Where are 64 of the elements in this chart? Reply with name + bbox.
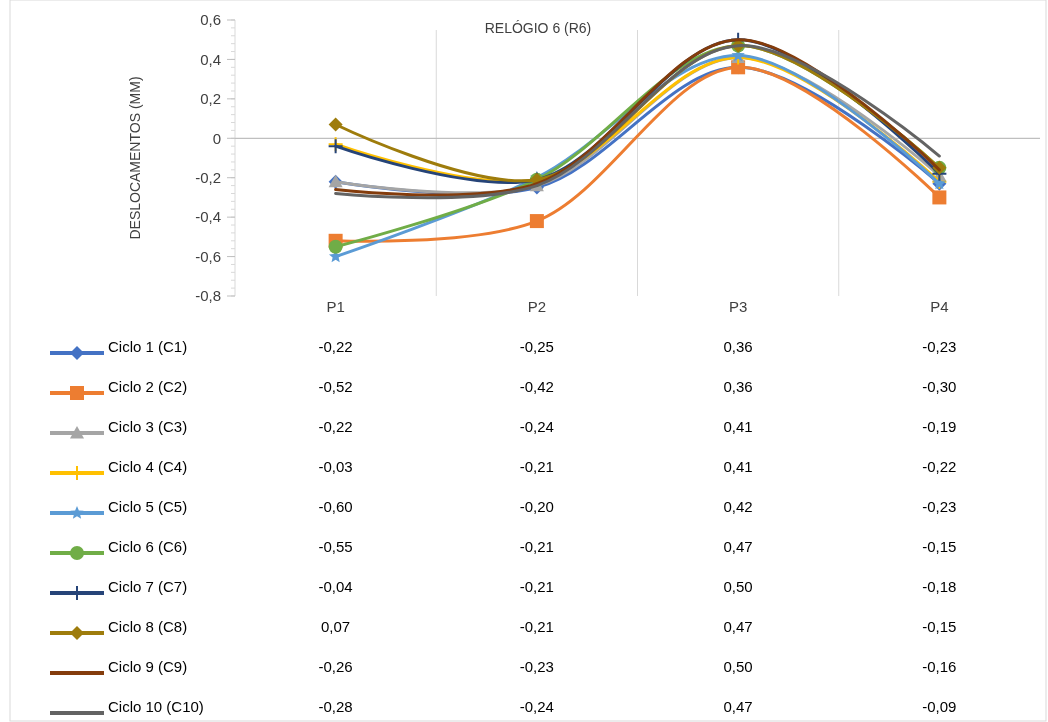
y-axis-title: DESLOCAMENTOS (MM) (127, 76, 143, 240)
x-tick-label: P2 (527, 298, 547, 315)
data-label: -0,23 (922, 338, 957, 356)
chart-title: RELÓGIO 6 (R6) (484, 20, 592, 36)
data-label: -0,24 (519, 698, 554, 716)
legend-label: Ciclo 6 (C6) (108, 538, 188, 556)
data-label: 0,41 (723, 458, 753, 476)
x-tick-label: P3 (728, 298, 748, 315)
data-label: -0,21 (519, 538, 554, 556)
legend-label: Ciclo 2 (C2) (108, 378, 188, 396)
data-label: -0,22 (922, 458, 957, 476)
data-label: 0,36 (723, 338, 753, 356)
data-label: 0,42 (723, 498, 753, 516)
y-tick-label: -0,8 (195, 287, 221, 305)
data-label: -0,52 (318, 378, 353, 396)
data-label: -0,20 (519, 498, 554, 516)
data-label: 0,50 (723, 658, 753, 676)
y-tick-label: -0,6 (195, 247, 221, 265)
data-label: -0,28 (318, 698, 353, 716)
data-label: 0,36 (723, 378, 753, 396)
data-label: -0,21 (519, 458, 554, 476)
legend-label: Ciclo 4 (C4) (108, 458, 188, 476)
legend-label: Ciclo 10 (C10) (108, 698, 204, 716)
legend-label: Ciclo 9 (C9) (108, 658, 188, 676)
data-label: -0,23 (519, 658, 554, 676)
data-label: -0,60 (318, 498, 353, 516)
y-tick-label: -0,2 (195, 168, 221, 186)
data-label: -0,55 (318, 538, 353, 556)
data-label: -0,25 (519, 338, 554, 356)
x-tick-label: P1 (326, 298, 345, 315)
x-tick-label: P4 (930, 298, 949, 315)
y-tick-label: -0,4 (195, 208, 221, 226)
y-tick-label: 0,6 (200, 11, 221, 29)
data-label: -0,23 (922, 498, 957, 516)
data-label: -0,21 (519, 578, 554, 596)
data-label: 0,47 (723, 618, 753, 636)
data-label: -0,42 (519, 378, 554, 396)
data-label: -0,18 (922, 578, 957, 596)
data-label: 0,47 (723, 538, 753, 556)
data-label: -0,19 (922, 418, 957, 436)
y-tick-label: 0,4 (200, 50, 221, 68)
legend-label: Ciclo 3 (C3) (108, 418, 188, 436)
legend-label: Ciclo 8 (C8) (108, 618, 188, 636)
data-label: -0,16 (922, 658, 957, 676)
data-label: -0,03 (318, 458, 353, 476)
legend-label: Ciclo 5 (C5) (108, 498, 188, 516)
legend-label: Ciclo 7 (C7) (108, 578, 188, 596)
data-label: -0,04 (318, 578, 353, 596)
data-label: -0,09 (922, 698, 957, 716)
data-label: -0,24 (519, 418, 554, 436)
data-label: -0,22 (318, 338, 353, 356)
data-label: -0,26 (318, 658, 353, 676)
data-label: -0,15 (922, 618, 957, 636)
data-label: 0,50 (723, 578, 753, 596)
data-label: 0,07 (321, 618, 351, 636)
y-tick-label: 0 (212, 129, 221, 147)
data-label: -0,15 (922, 538, 957, 556)
data-label: -0,30 (922, 378, 957, 396)
data-label: 0,41 (723, 418, 753, 436)
data-label: -0,22 (318, 418, 353, 436)
data-label: -0,21 (519, 618, 554, 636)
legend-label: Ciclo 1 (C1) (108, 338, 188, 356)
y-tick-label: 0,2 (200, 90, 221, 108)
data-label: 0,47 (723, 698, 753, 716)
